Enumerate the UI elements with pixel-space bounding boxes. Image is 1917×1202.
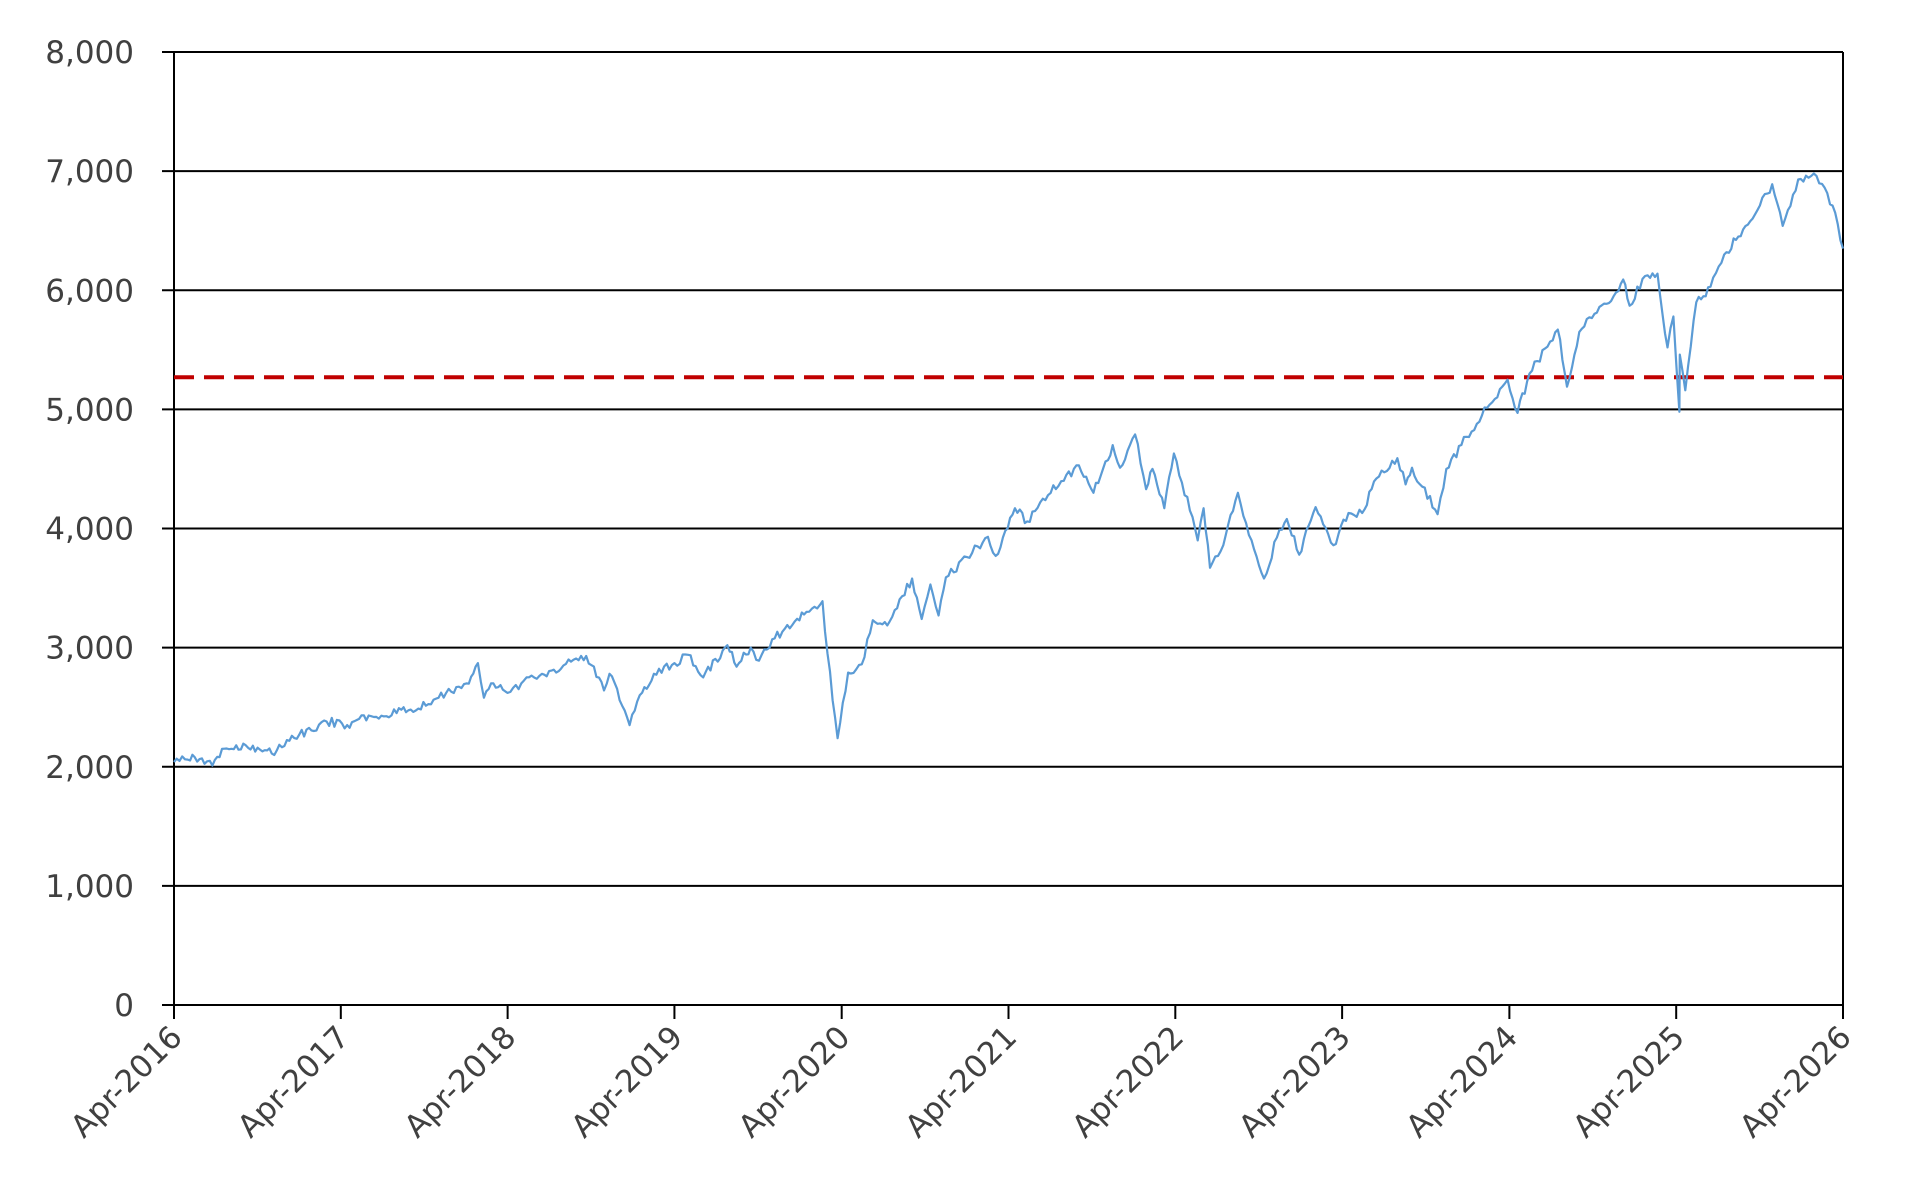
y-tick-label: 6,000: [45, 273, 134, 309]
y-tick-label: 0: [114, 988, 134, 1024]
x-tick-label: Apr-2023: [1232, 1019, 1358, 1145]
y-tick-label: 5,000: [45, 392, 134, 428]
x-tick-label: Apr-2022: [1065, 1019, 1191, 1145]
y-tick-label: 1,000: [45, 869, 134, 905]
x-tick-label: Apr-2016: [64, 1019, 190, 1145]
series-line: [173, 172, 1845, 767]
x-tick-label: Apr-2025: [1566, 1019, 1692, 1145]
y-tick-label: 2,000: [45, 750, 134, 786]
x-tick-label: Apr-2020: [732, 1019, 858, 1145]
x-tick-label: Apr-2026: [1733, 1019, 1859, 1145]
x-tick-label: Apr-2024: [1399, 1019, 1525, 1145]
x-tick-label: Apr-2017: [231, 1019, 357, 1145]
series-group: [173, 172, 1845, 767]
y-tick-label: 3,000: [45, 631, 134, 667]
y-tick-label: 7,000: [45, 154, 134, 190]
y-tick-label: 8,000: [45, 35, 134, 71]
y-axis-ticks: 0 1,000 2,000 3,000 4,000 5,000 6,000 7,000 8,00…: [45, 35, 174, 1024]
x-tick-label: Apr-2021: [898, 1019, 1024, 1145]
x-axis-ticks: Apr-2016 Apr-2017 Apr-2018 Apr-2019 Apr-2020…: [64, 1005, 1859, 1145]
x-tick-label: Apr-2018: [398, 1019, 524, 1145]
x-tick-label: Apr-2019: [564, 1019, 690, 1145]
y-tick-label: 4,000: [45, 512, 134, 548]
